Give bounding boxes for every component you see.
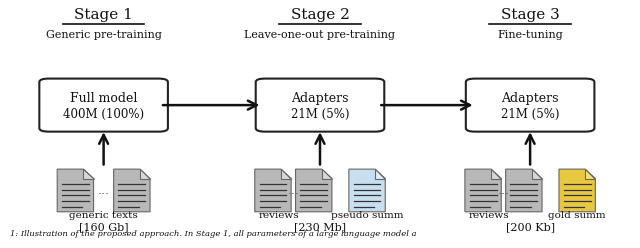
Text: reviews: reviews <box>469 211 509 220</box>
Text: Full model: Full model <box>70 92 138 105</box>
Text: reviews: reviews <box>259 211 300 220</box>
Polygon shape <box>465 169 501 212</box>
Text: Adapters: Adapters <box>501 92 559 105</box>
Text: Adapters: Adapters <box>291 92 349 105</box>
Polygon shape <box>255 169 291 212</box>
Polygon shape <box>559 169 595 212</box>
Text: Stage 2: Stage 2 <box>291 8 349 22</box>
FancyBboxPatch shape <box>39 79 168 132</box>
Polygon shape <box>281 169 291 179</box>
FancyBboxPatch shape <box>466 79 595 132</box>
Text: ...: ... <box>287 184 300 197</box>
Text: [200 Kb]: [200 Kb] <box>506 222 555 232</box>
Text: [230 Mb]: [230 Mb] <box>294 222 346 232</box>
Polygon shape <box>296 169 332 212</box>
Polygon shape <box>506 169 542 212</box>
Text: Stage 3: Stage 3 <box>500 8 559 22</box>
Polygon shape <box>491 169 501 179</box>
Polygon shape <box>140 169 150 179</box>
Polygon shape <box>532 169 542 179</box>
Polygon shape <box>349 169 385 212</box>
Text: ...: ... <box>497 184 509 197</box>
Text: 1: Illustration of the proposed approach. In Stage 1, all parameters of a large : 1: Illustration of the proposed approach… <box>10 230 416 238</box>
Polygon shape <box>83 169 93 179</box>
Text: gold summ: gold summ <box>548 211 606 220</box>
Text: 21M (5%): 21M (5%) <box>291 108 349 121</box>
Polygon shape <box>114 169 150 212</box>
Text: 21M (5%): 21M (5%) <box>501 108 559 121</box>
Polygon shape <box>585 169 595 179</box>
Text: 400M (100%): 400M (100%) <box>63 108 144 121</box>
Polygon shape <box>57 169 93 212</box>
Text: generic texts: generic texts <box>69 211 138 220</box>
Polygon shape <box>375 169 385 179</box>
Text: Stage 1: Stage 1 <box>74 8 133 22</box>
Text: pseudo summ: pseudo summ <box>331 211 403 220</box>
Polygon shape <box>322 169 332 179</box>
Text: Leave-one-out pre-training: Leave-one-out pre-training <box>244 30 396 40</box>
Text: ...: ... <box>98 184 109 197</box>
FancyBboxPatch shape <box>256 79 384 132</box>
Text: Generic pre-training: Generic pre-training <box>45 30 161 40</box>
Text: [160 Gb]: [160 Gb] <box>79 222 129 232</box>
Text: Fine-tuning: Fine-tuning <box>497 30 563 40</box>
